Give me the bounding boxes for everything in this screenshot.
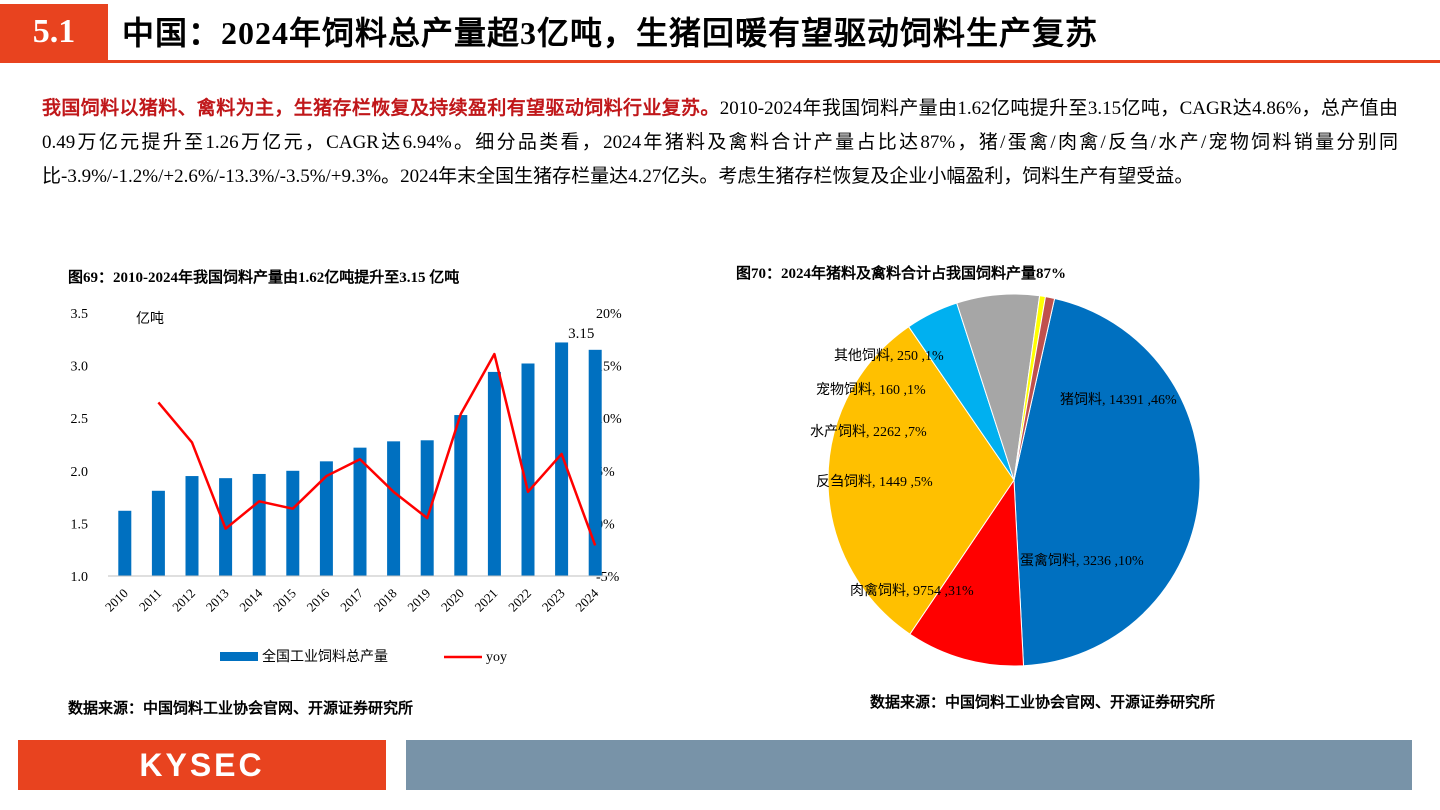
section-number: 5.1 [0,4,108,60]
pie-slice-6 [1013,296,1056,481]
x-tick-2019: 2019 [404,586,433,615]
footer-band [406,740,1412,790]
kysec-logo: KYSEC [18,740,386,790]
pie-slice-2 [827,325,1015,635]
left-axis-tick: 2.0 [71,465,89,480]
left-axis-tick: 1.0 [71,570,89,585]
bar-2019 [420,440,434,576]
right-axis-tick: 10% [596,412,622,427]
bar-2020 [454,415,468,576]
x-tick-2023: 2023 [539,586,568,615]
x-tick-2024: 2024 [572,585,601,614]
bar-2021 [487,371,501,576]
bar-2017 [353,447,367,576]
left-axis-tick: 1.5 [71,517,89,532]
legend-bar-label: 全国工业饲料总产量 [262,648,388,665]
x-tick-2020: 2020 [438,586,467,615]
pie-label-4: 水产饲料, 2262 ,7% [810,424,927,440]
intro-paragraph: 我国饲料以猪料、禽料为主，生猪存栏恢复及持续盈利有望驱动饲料行业复苏。2010-… [42,92,1398,194]
pie-label-0: 猪饲料, 14391 ,46% [1060,392,1177,408]
feed-production-chart: 1.01.52.02.53.03.5 -5%0%5%10%15%20% 2010… [71,307,623,665]
x-tick-2018: 2018 [371,586,400,615]
bar-2022 [521,363,535,576]
x-tick-2012: 2012 [169,586,198,615]
pie-label-1: 蛋禽饲料, 3236 ,10% [1020,552,1144,569]
right-axis-tick: 20% [596,307,622,322]
figure-70-title: 图70：2024年猪料及禽料合计占我国饲料产量87% [736,266,1067,282]
page-title: 中国：2024年饲料总产量超3亿吨，生猪回暖有望驱动饲料生产复苏 [122,15,1099,51]
pie-label-5: 宠物饲料, 160 ,1% [816,382,926,398]
bar-2014 [252,473,266,576]
pie-label-3: 反刍饲料, 1449 ,5% [816,474,933,490]
source-left: 数据来源：中国饲料工业协会官网、开源证券研究所 [68,701,414,717]
bar-2016 [319,461,333,576]
header-divider [0,60,1440,63]
left-axis-tick: 3.5 [71,307,89,322]
bar-2010 [118,510,132,576]
x-tick-2014: 2014 [236,585,265,614]
pie-label-2: 肉禽饲料, 9754 ,31% [850,582,974,599]
bar-2011 [151,490,165,576]
pie-slice-0 [1013,297,1201,667]
x-tick-2017: 2017 [337,585,366,614]
pie-slice-1 [909,478,1025,667]
right-axis-tick: 15% [596,360,622,375]
left-axis-tick: 3.0 [71,360,89,375]
source-right: 数据来源：中国饲料工业协会官网、开源证券研究所 [870,695,1216,711]
x-tick-2016: 2016 [304,585,333,614]
right-axis-tick: -5% [596,570,620,585]
bar-2015 [286,470,300,576]
pie-label-6: 其他饲料, 250 ,1% [834,348,944,364]
x-tick-2013: 2013 [203,586,232,615]
x-tick-2010: 2010 [102,586,131,615]
legend-bar-swatch [220,652,258,661]
legend-line-label: yoy [486,650,507,665]
figure-69-title: 图69：2010-2024年我国饲料产量由1.62亿吨提升至3.15 亿吨 [68,270,460,286]
x-tick-2015: 2015 [270,586,299,615]
last-value-annotation: 3.15 [568,326,594,342]
x-tick-2021: 2021 [472,586,501,615]
x-tick-2011: 2011 [136,586,165,615]
feed-structure-pie: 猪饲料, 14391 ,46% 蛋禽饲料, 3236 ,10% 肉禽饲料, 9754… [810,293,1201,667]
bar-2018 [387,441,401,576]
intro-body: 2010-2024年我国饲料产量由1.62亿吨提升至3.15亿吨，CAGR达4.… [42,98,1398,187]
x-tick-2022: 2022 [505,586,534,615]
left-unit-label: 亿吨 [136,311,164,327]
bar-2024 [588,349,602,576]
yoy-line [157,352,597,546]
bar-2023 [555,342,569,576]
bar-2012 [185,476,199,576]
intro-lead: 我国饲料以猪料、禽料为主，生猪存栏恢复及持续盈利有望驱动饲料行业复苏。 [42,98,720,119]
left-axis-tick: 2.5 [71,412,89,427]
